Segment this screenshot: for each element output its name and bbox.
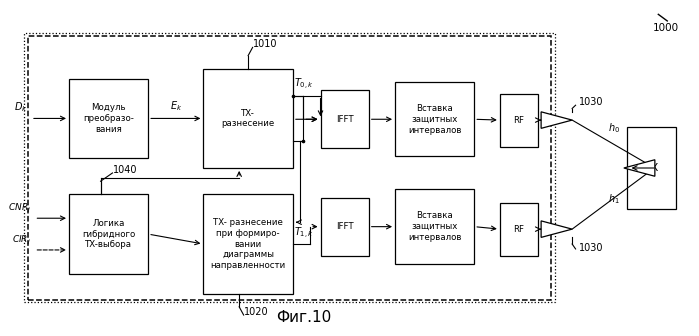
Text: 1010: 1010: [252, 39, 277, 49]
Text: $CIR_j$: $CIR_j$: [12, 234, 31, 247]
Text: $CNR_j$: $CNR_j$: [8, 202, 31, 215]
Bar: [395, 190, 474, 264]
Text: TX-
разнесение: TX- разнесение: [222, 109, 275, 128]
Text: $T_{1,k}$: $T_{1,k}$: [294, 225, 315, 241]
Text: RF: RF: [513, 225, 524, 234]
Text: Фиг.10: Фиг.10: [275, 310, 331, 325]
Text: IFFT: IFFT: [336, 115, 354, 124]
Text: Вставка
защитных
интервалов: Вставка защитных интервалов: [408, 104, 461, 134]
Text: IFFT: IFFT: [336, 222, 354, 231]
Text: RF: RF: [513, 116, 524, 125]
Bar: [27, 36, 552, 300]
Bar: [69, 79, 148, 158]
Text: $T_{0,k}$: $T_{0,k}$: [294, 77, 315, 92]
Text: $D_k$: $D_k$: [14, 101, 27, 115]
Bar: [203, 69, 293, 168]
Bar: [627, 127, 675, 209]
Bar: [321, 198, 369, 256]
Text: RX: RX: [644, 163, 659, 173]
Text: $h_1$: $h_1$: [608, 193, 620, 206]
Text: Логика
гибридного
ТX-выбора: Логика гибридного ТX-выбора: [82, 219, 135, 249]
Text: 1030: 1030: [579, 97, 603, 107]
Text: $E_k$: $E_k$: [170, 100, 182, 114]
Bar: [203, 195, 293, 294]
Bar: [500, 94, 538, 146]
Text: TX- разнесение
при формиро-
вании
диаграммы
направленности: TX- разнесение при формиро- вании диагра…: [210, 218, 286, 270]
Bar: [500, 203, 538, 256]
Text: Модуль
преобразо-
вания: Модуль преобразо- вания: [83, 103, 134, 134]
Bar: [69, 195, 148, 274]
Bar: [395, 82, 474, 157]
Text: Вставка
защитных
интервалов: Вставка защитных интервалов: [408, 211, 461, 242]
Text: 1040: 1040: [113, 165, 137, 175]
Polygon shape: [624, 160, 655, 176]
Bar: [24, 33, 555, 302]
Text: $h_0$: $h_0$: [608, 121, 620, 135]
Bar: [321, 90, 369, 148]
Text: 1030: 1030: [579, 243, 603, 253]
Text: 1000: 1000: [653, 23, 679, 33]
Polygon shape: [541, 112, 572, 128]
Text: 1020: 1020: [244, 307, 268, 317]
Polygon shape: [541, 221, 572, 238]
